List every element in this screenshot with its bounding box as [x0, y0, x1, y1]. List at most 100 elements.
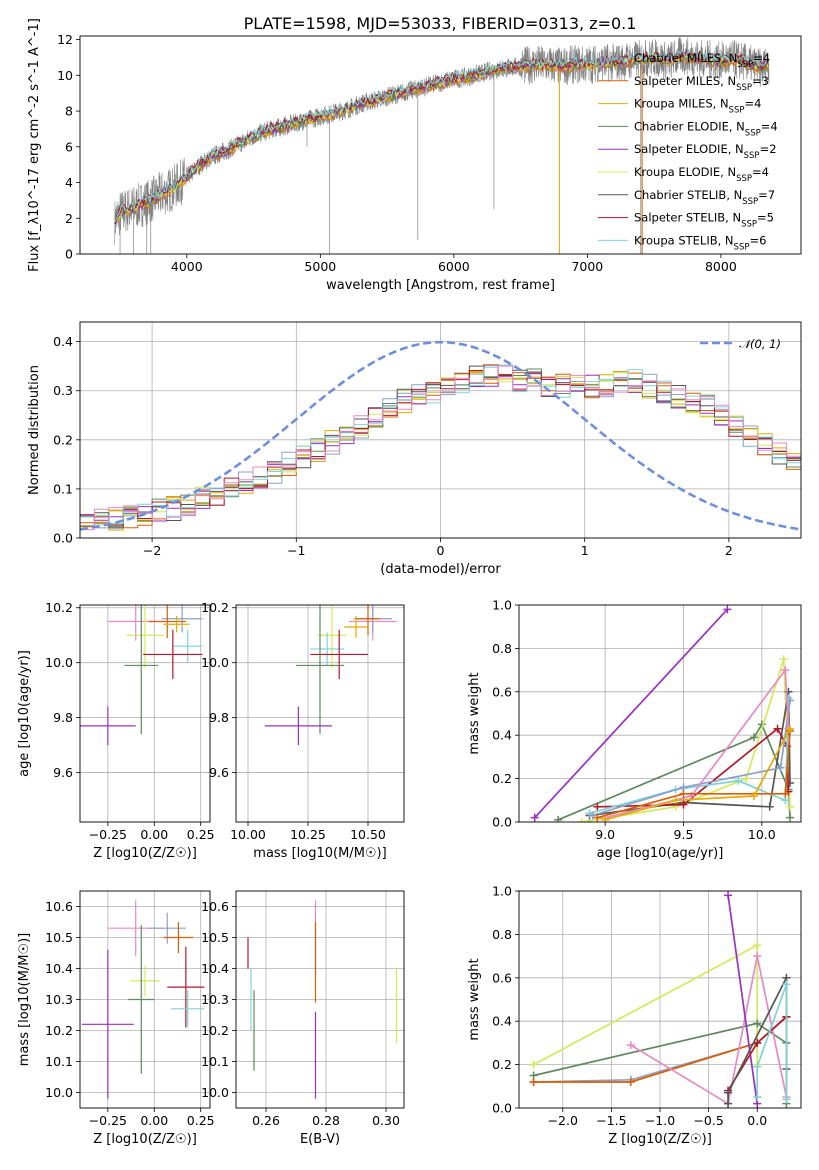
y-tick-label: 6 [65, 139, 73, 154]
legend-entry: Kroupa STELIB, NSSP=6 [634, 233, 766, 252]
x-tick-label: 10.00 [230, 827, 266, 842]
residual-legend: 𝒩(0, 1) [700, 337, 781, 351]
error-bar-point [171, 990, 205, 1028]
y-tick-label: 10.2 [201, 600, 229, 615]
age-vs-mass-frame: 10.00 10.25 10.50 9.6 9.8 10.0 10.2 mass [log10… [201, 600, 405, 861]
y-tick-label: 10.6 [201, 899, 229, 914]
x-tick-label: −2.0 [548, 1113, 578, 1128]
x-tick-label: 0.26 [252, 1113, 280, 1128]
plus-marker [724, 1099, 733, 1108]
legend-entry: Kroupa ELODIE, NSSP=4 [634, 165, 769, 184]
error-bar-point [317, 605, 347, 669]
y-tick-label: 10.1 [45, 1054, 73, 1069]
plus-marker [786, 802, 795, 811]
x-tick-label: 0.0 [747, 1113, 767, 1128]
x-tick-label: 0.00 [140, 827, 168, 842]
plus-marker [679, 789, 688, 798]
residual-histogram-10 [80, 365, 801, 531]
y-tick-label: 0.4 [492, 1014, 512, 1029]
error-bar-point [148, 605, 186, 638]
model-spectrum-line-9 [114, 49, 769, 222]
mass-weight-vs-age-xlabel: age [log10(age/yr)] [597, 846, 724, 861]
y-tick-label: 0.2 [53, 432, 73, 447]
legend-entry: Chabrier STELIB, NSSP=7 [634, 188, 775, 207]
error-bar-point [163, 922, 194, 953]
residuals-xlabel: (data-model)/error [380, 562, 501, 577]
y-tick-label: 9.6 [53, 765, 73, 780]
x-tick-label: −1.0 [645, 1113, 675, 1128]
x-tick-label: 5000 [304, 259, 336, 274]
mass-weight-vs-Z-frame: −2.0 −1.5 −1.0 −0.5 0.0 0.0 0.2 0.4 0.6 0.8 1.0 Z [… [467, 884, 802, 1147]
y-tick-label: 10.3 [45, 992, 73, 1007]
error-bar-point [264, 706, 332, 746]
residual-histogram-8 [80, 364, 801, 526]
plus-marker [529, 1060, 538, 1069]
mass-vs-Z-axes [80, 891, 210, 1108]
error-bar-point [310, 632, 344, 666]
y-tick-label: 10.2 [45, 600, 73, 615]
y-tick-label: 10.1 [201, 1054, 229, 1069]
plus-marker [776, 763, 785, 772]
mass-vs-ebv-xlabel: E(B-V) [300, 1132, 340, 1147]
plus-marker [753, 1062, 762, 1071]
y-tick-label: 0.0 [53, 531, 73, 546]
age-vs-mass-axes [236, 605, 404, 822]
plus-marker [529, 1077, 538, 1086]
x-tick-label: −1.5 [596, 1113, 626, 1128]
y-tick-label: 10.2 [45, 1023, 73, 1038]
y-tick-label: 10.3 [201, 992, 229, 1007]
mass-weight-vs-Z-axes [519, 890, 801, 1109]
mass-weight-series-7 [592, 700, 791, 817]
y-tick-label: 10.4 [201, 961, 229, 976]
y-tick-label: 1.0 [492, 884, 512, 899]
x-tick-label: 0.28 [312, 1113, 340, 1128]
x-tick-label: −0.25 [89, 1113, 127, 1128]
mass-weight-series-10 [604, 728, 791, 821]
plus-marker [593, 813, 602, 822]
plus-marker [724, 1088, 733, 1097]
plus-marker [554, 815, 563, 822]
plus-marker [588, 811, 597, 820]
error-bar-point [172, 629, 203, 663]
mass-weight-vs-Z-plot-area [529, 891, 791, 1108]
y-tick-label: 12 [57, 32, 73, 47]
y-tick-label: 10.5 [201, 930, 229, 945]
mass-weight-series-8 [604, 667, 790, 819]
y-tick-label: 10.0 [45, 655, 73, 670]
residuals-frame: −2 −1 0 1 2 0.0 0.1 0.2 0.3 0.4 (data-model)/error… [27, 321, 802, 577]
age-vs-Z-frame: −0.25 0.00 0.25 9.6 9.8 10.0 10.2 Z [log10(Z/Z☉… [17, 600, 215, 861]
x-tick-label: 9.0 [595, 827, 615, 842]
plus-marker [679, 800, 688, 809]
y-tick-label: 0.0 [492, 1101, 512, 1116]
spectrum-frame: 4000 5000 6000 7000 8000 0 2 4 6 8 10 12 wavelength … [27, 18, 802, 293]
y-tick-label: 1.0 [492, 598, 512, 613]
error-bar-point [163, 615, 190, 633]
plus-marker [779, 655, 788, 664]
x-tick-label: −2 [143, 543, 161, 558]
y-tick-label: 0.0 [492, 815, 512, 830]
residuals-plot-area [80, 340, 801, 531]
error-bar-point [148, 912, 186, 944]
y-tick-label: 0.4 [53, 334, 73, 349]
y-tick-label: 0.2 [492, 1057, 512, 1072]
mass-weight-vs-Z-ylabel: mass weight [467, 958, 482, 1040]
plus-marker [593, 802, 602, 811]
mass-weight-vs-age-ylabel: mass weight [467, 672, 482, 754]
x-tick-label: 6000 [438, 259, 470, 274]
y-tick-label: 0.4 [492, 728, 512, 743]
axes-frame [235, 604, 405, 823]
legend-entry: Kroupa MILES, NSSP=4 [634, 97, 761, 116]
plus-marker [724, 891, 733, 900]
plus-marker [773, 724, 782, 733]
plus-marker [753, 1019, 762, 1028]
y-tick-label: 2 [65, 211, 73, 226]
error-bar-point [124, 605, 158, 735]
x-tick-label: 10.50 [350, 827, 386, 842]
y-tick-label: 0.2 [492, 771, 512, 786]
y-tick-label: 10.2 [201, 1023, 229, 1038]
y-tick-label: 9.8 [209, 710, 229, 725]
error-bar-point [81, 949, 134, 1099]
error-bar-point [310, 629, 368, 680]
error-bar-point [356, 605, 380, 636]
